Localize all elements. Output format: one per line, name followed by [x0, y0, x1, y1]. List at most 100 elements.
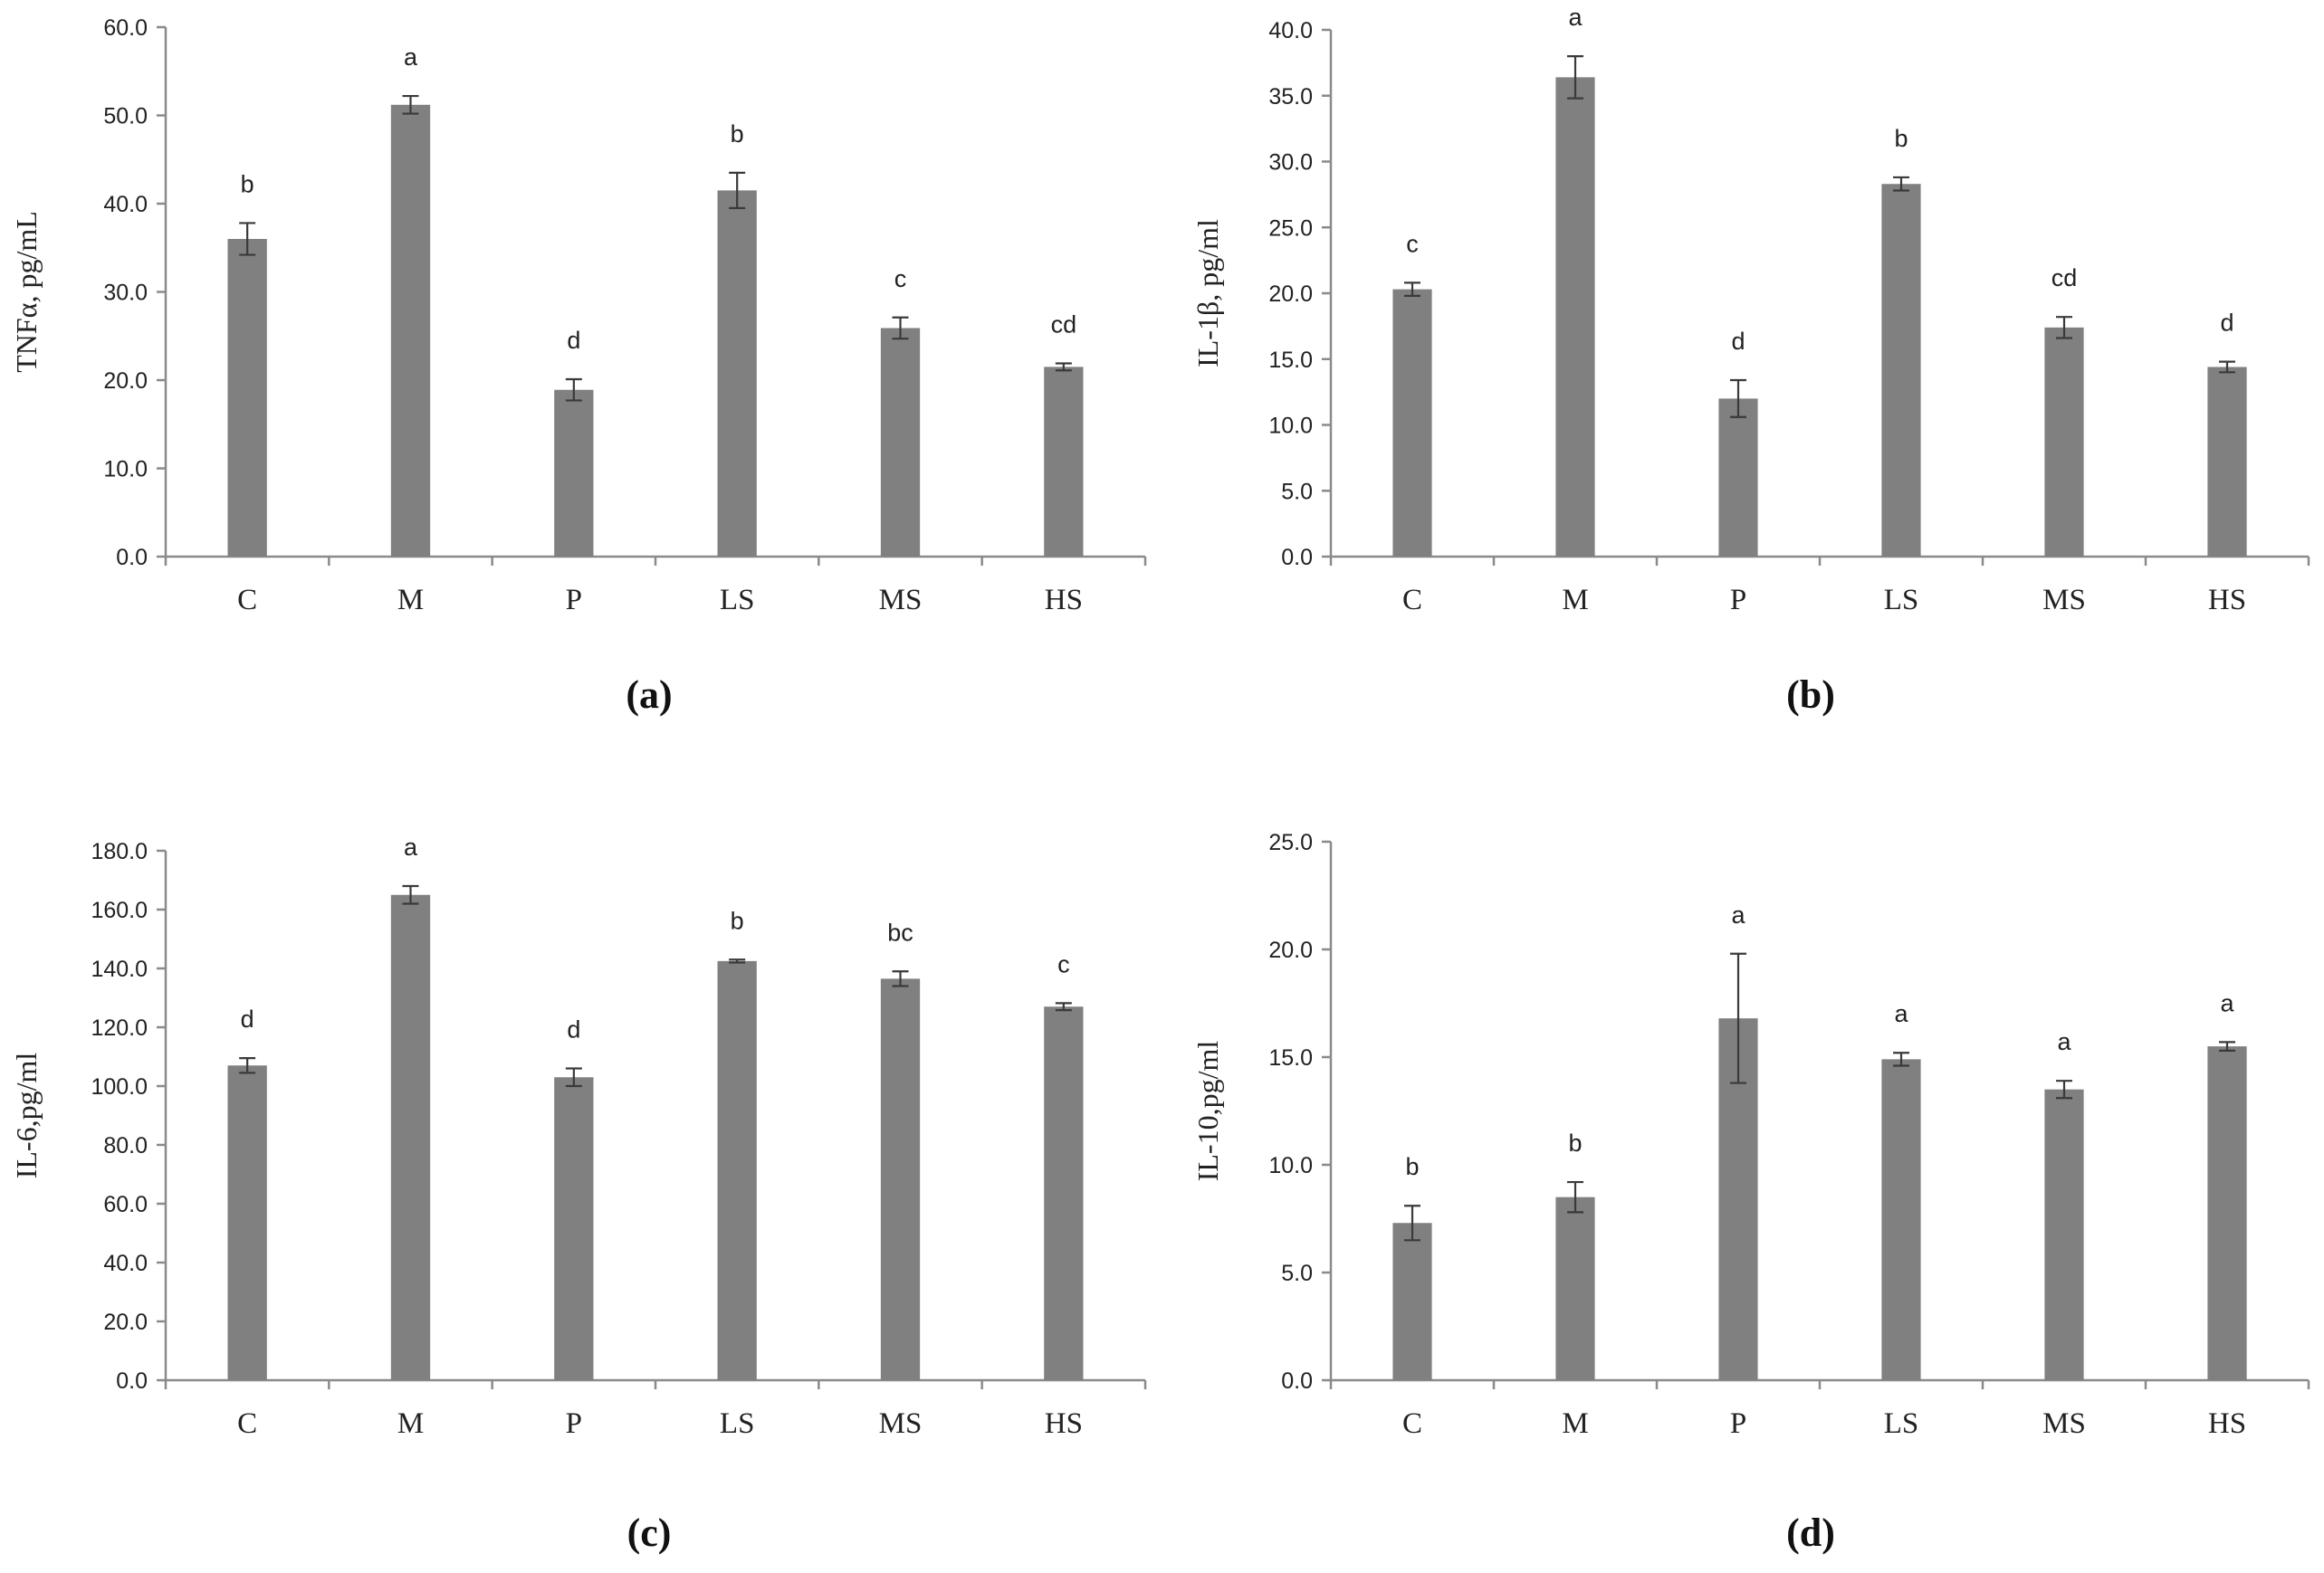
significance-label: cd — [2051, 264, 2078, 291]
category-label: HS — [1045, 584, 1083, 616]
y-tick-label: 10.0 — [103, 457, 148, 482]
significance-label: d — [567, 327, 580, 354]
panel-a-chart: 0.0 10.0 20.0 30.0 40.0 50.0 60.0 TNFα, pg/mL b C… — [10, 15, 1147, 717]
category-label: LS — [720, 1407, 755, 1440]
category-label: MS — [879, 1407, 923, 1440]
significance-label: a — [1894, 1000, 1908, 1027]
category-label: C — [237, 1407, 257, 1440]
category-label: P — [1730, 1407, 1746, 1440]
bar — [227, 239, 267, 557]
y-tick-label: 25.0 — [1268, 830, 1313, 855]
bar — [390, 104, 431, 558]
bar — [1392, 289, 1432, 557]
category-label: M — [397, 1407, 424, 1440]
panel-label: (d) — [1786, 1511, 1835, 1555]
bar — [1555, 1196, 1595, 1380]
significance-label: d — [1731, 328, 1745, 355]
significance-label: c — [1057, 950, 1070, 977]
category-label: P — [1730, 584, 1746, 616]
category-label: MS — [2042, 1407, 2086, 1440]
bar — [2044, 327, 2084, 557]
significance-label: cd — [1051, 310, 1077, 338]
bar — [1044, 1006, 1084, 1380]
bar — [1718, 398, 1758, 557]
significance-label: a — [1568, 4, 1583, 31]
bar — [880, 978, 921, 1380]
y-tick-label: 0.0 — [1281, 545, 1313, 570]
y-tick-label: 20.0 — [103, 368, 148, 394]
bar — [1881, 184, 1921, 558]
category-label: HS — [2208, 584, 2246, 616]
panel-d-chart: 0.0 5.0 10.0 15.0 20.0 25.0 IL-10,pg/ml b Cb Ma Pa… — [1191, 830, 2310, 1555]
panel-label: (a) — [626, 672, 672, 717]
bar — [554, 389, 594, 557]
bar — [1392, 1223, 1432, 1380]
category-label: P — [566, 1407, 582, 1440]
bar — [1044, 367, 1084, 557]
y-axis-title: TNFα, pg/mL — [10, 211, 43, 373]
category-label: LS — [1884, 584, 1919, 616]
category-label: M — [1562, 1407, 1588, 1440]
y-tick-label: 0.0 — [116, 545, 148, 570]
y-tick-label: 35.0 — [1268, 84, 1313, 110]
significance-label: c — [894, 265, 907, 292]
y-tick-label: 40.0 — [103, 1251, 148, 1276]
category-label: C — [237, 584, 257, 616]
significance-label: b — [1894, 125, 1908, 152]
category-label: LS — [1884, 1407, 1919, 1440]
bar — [880, 328, 921, 557]
y-axis-title: IL-10,pg/ml — [1191, 1041, 1224, 1182]
bar — [554, 1077, 594, 1380]
bar — [227, 1065, 267, 1380]
category-label: MS — [879, 584, 923, 616]
significance-label: a — [404, 43, 418, 71]
y-tick-label: 15.0 — [1268, 348, 1313, 373]
significance-label: d — [567, 1016, 580, 1044]
y-tick-label: 20.0 — [1268, 938, 1313, 963]
significance-label: c — [1406, 230, 1419, 257]
significance-label: d — [2220, 310, 2233, 337]
y-tick-label: 5.0 — [1281, 479, 1313, 504]
panel-label: (b) — [1786, 672, 1835, 717]
category-label: P — [566, 584, 582, 616]
y-tick-label: 40.0 — [1268, 18, 1313, 43]
y-tick-label: 25.0 — [1268, 215, 1313, 241]
bar — [2207, 1046, 2247, 1380]
bar — [390, 894, 431, 1380]
bar — [1881, 1059, 1921, 1380]
significance-label: a — [404, 834, 418, 861]
significance-label: b — [1568, 1130, 1582, 1157]
bar — [2207, 367, 2247, 557]
significance-label: a — [1731, 901, 1745, 929]
y-tick-label: 5.0 — [1281, 1261, 1313, 1286]
y-tick-label: 40.0 — [103, 192, 148, 217]
significance-label: b — [731, 907, 744, 934]
y-tick-label: 120.0 — [91, 1015, 148, 1041]
panel-c-chart: 0.0 20.0 40.0 60.0 80.0 100.0 120.0 140.0 160.0 1… — [10, 834, 1147, 1555]
y-tick-label: 100.0 — [91, 1074, 148, 1100]
y-tick-label: 80.0 — [103, 1133, 148, 1158]
y-tick-label: 20.0 — [103, 1310, 148, 1335]
significance-label: b — [241, 170, 254, 197]
significance-label: bc — [887, 919, 913, 946]
significance-label: a — [2220, 989, 2234, 1016]
category-label: HS — [2208, 1407, 2246, 1440]
significance-label: d — [241, 1006, 254, 1033]
y-tick-label: 10.0 — [1268, 414, 1313, 439]
y-tick-label: 0.0 — [1281, 1368, 1313, 1394]
y-tick-label: 50.0 — [103, 104, 148, 129]
significance-label: a — [2057, 1028, 2071, 1055]
panel-label: (c) — [627, 1511, 672, 1555]
bar — [1555, 77, 1595, 557]
y-tick-label: 140.0 — [91, 957, 148, 982]
significance-label: b — [731, 120, 744, 148]
bar — [717, 960, 757, 1380]
y-tick-label: 10.0 — [1268, 1153, 1313, 1178]
significance-label: b — [1405, 1153, 1419, 1180]
category-label: M — [397, 584, 424, 616]
category-label: C — [1402, 1407, 1422, 1440]
y-tick-label: 30.0 — [103, 281, 148, 306]
y-tick-label: 180.0 — [91, 839, 148, 864]
y-tick-label: 0.0 — [116, 1368, 148, 1394]
